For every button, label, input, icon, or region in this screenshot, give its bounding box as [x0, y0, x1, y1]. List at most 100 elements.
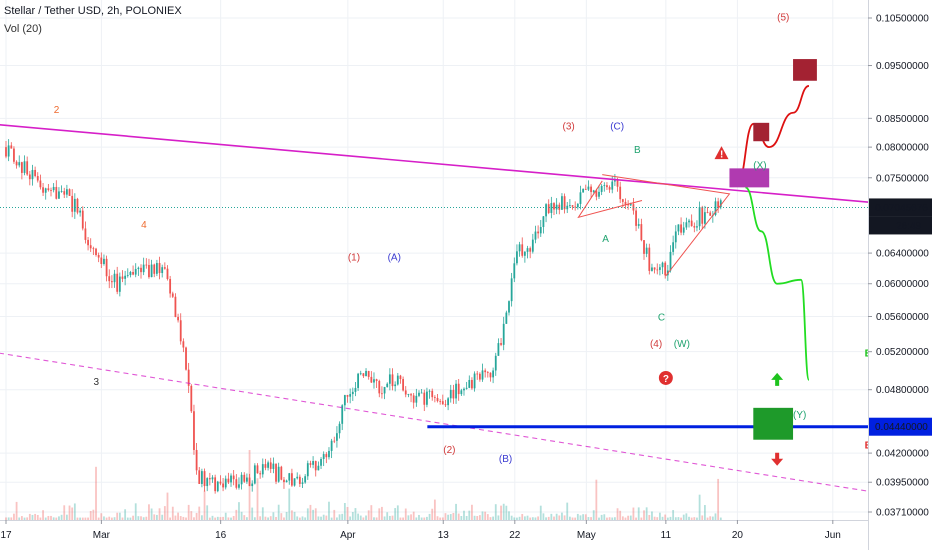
trendline-lower-dashed [0, 352, 932, 502]
volume-bar [341, 513, 344, 520]
volume-bar [521, 513, 524, 520]
candle [428, 389, 431, 399]
volume-bar [317, 516, 320, 520]
volume-bar [640, 517, 643, 520]
candle [621, 198, 624, 208]
volume-bar [87, 517, 89, 520]
volume-bar [370, 505, 373, 520]
candle-body [396, 375, 399, 385]
time-tick-label: 22 [509, 530, 521, 541]
candle-body [365, 370, 367, 377]
volume-bar [243, 515, 246, 520]
countdown-badge [869, 216, 932, 235]
candle [39, 174, 42, 190]
candle-body [629, 204, 632, 206]
candle-body [145, 264, 148, 266]
volume-bar [436, 516, 439, 520]
candle-body [65, 189, 68, 195]
volume-bar [28, 513, 31, 520]
candle [669, 245, 672, 273]
candle [87, 236, 89, 251]
candle [494, 352, 497, 376]
volume-bar [613, 517, 616, 520]
volume-bar [441, 517, 444, 520]
volume-bar [423, 517, 426, 520]
candle [584, 184, 587, 190]
volume-bar [590, 517, 592, 520]
candle [447, 397, 450, 411]
volume-bar [537, 516, 540, 520]
candle-body [489, 372, 492, 378]
volume-bar [338, 514, 341, 520]
candle [383, 386, 386, 400]
volume-bar [34, 513, 37, 520]
candle [28, 170, 31, 186]
volume-bar [351, 512, 354, 520]
volume-bar [58, 516, 60, 520]
volume-bar [690, 517, 693, 520]
candle [553, 202, 555, 216]
candle [89, 238, 92, 252]
candle [489, 372, 492, 382]
candle-body [698, 207, 701, 227]
volume-bar [304, 517, 307, 520]
wave-label: (W) [674, 339, 690, 350]
candle-body [100, 257, 103, 264]
candle-body [539, 227, 542, 234]
candle-body [7, 145, 10, 157]
candle [105, 255, 108, 282]
candle [608, 185, 611, 193]
volume-bar [203, 490, 206, 520]
volume-bar [187, 504, 190, 520]
candle-body [246, 477, 248, 482]
candle-body [328, 450, 330, 458]
volume-bar [513, 517, 516, 520]
volume-bar [553, 516, 555, 520]
volume-bar [142, 517, 145, 520]
candle-body [92, 248, 95, 250]
candle [314, 460, 317, 477]
question-icon [658, 370, 673, 385]
candle [370, 371, 373, 383]
volume-bar [410, 514, 412, 520]
candle-body [269, 462, 272, 469]
volume-bar [116, 512, 119, 520]
candle-body [185, 347, 187, 370]
wave-label: 4 [141, 220, 147, 231]
candle [587, 180, 590, 192]
volume-bar [547, 516, 550, 520]
candle-body [388, 374, 391, 384]
volume-bar [95, 466, 97, 520]
volume-indicator-label[interactable]: Vol (20) [4, 23, 42, 35]
candle [463, 387, 465, 396]
candle-body [619, 186, 622, 200]
candle [574, 201, 577, 211]
volume-bar [518, 516, 521, 520]
candle-body [256, 465, 259, 474]
candle [20, 161, 23, 180]
candle [381, 386, 383, 399]
candle-body [304, 476, 307, 483]
candle-body [153, 264, 156, 274]
candle [471, 377, 473, 390]
candle [195, 442, 198, 475]
candle-body [84, 228, 87, 240]
trendline-resistance [0, 124, 932, 209]
volume-bar [696, 517, 698, 520]
volume-bar [132, 515, 134, 520]
volume-bar [52, 517, 55, 520]
candle [688, 218, 690, 228]
candle-body [706, 212, 709, 213]
candle [116, 266, 119, 295]
candle-body [288, 473, 291, 481]
candle-body [682, 227, 685, 233]
candle-body [354, 387, 357, 392]
volume-bar [463, 510, 465, 520]
candle-body [243, 474, 246, 482]
volume-bar [174, 515, 177, 520]
candle-body [50, 190, 52, 191]
candle-body [661, 262, 664, 268]
candle-body [394, 384, 397, 387]
candle-body [463, 388, 465, 391]
